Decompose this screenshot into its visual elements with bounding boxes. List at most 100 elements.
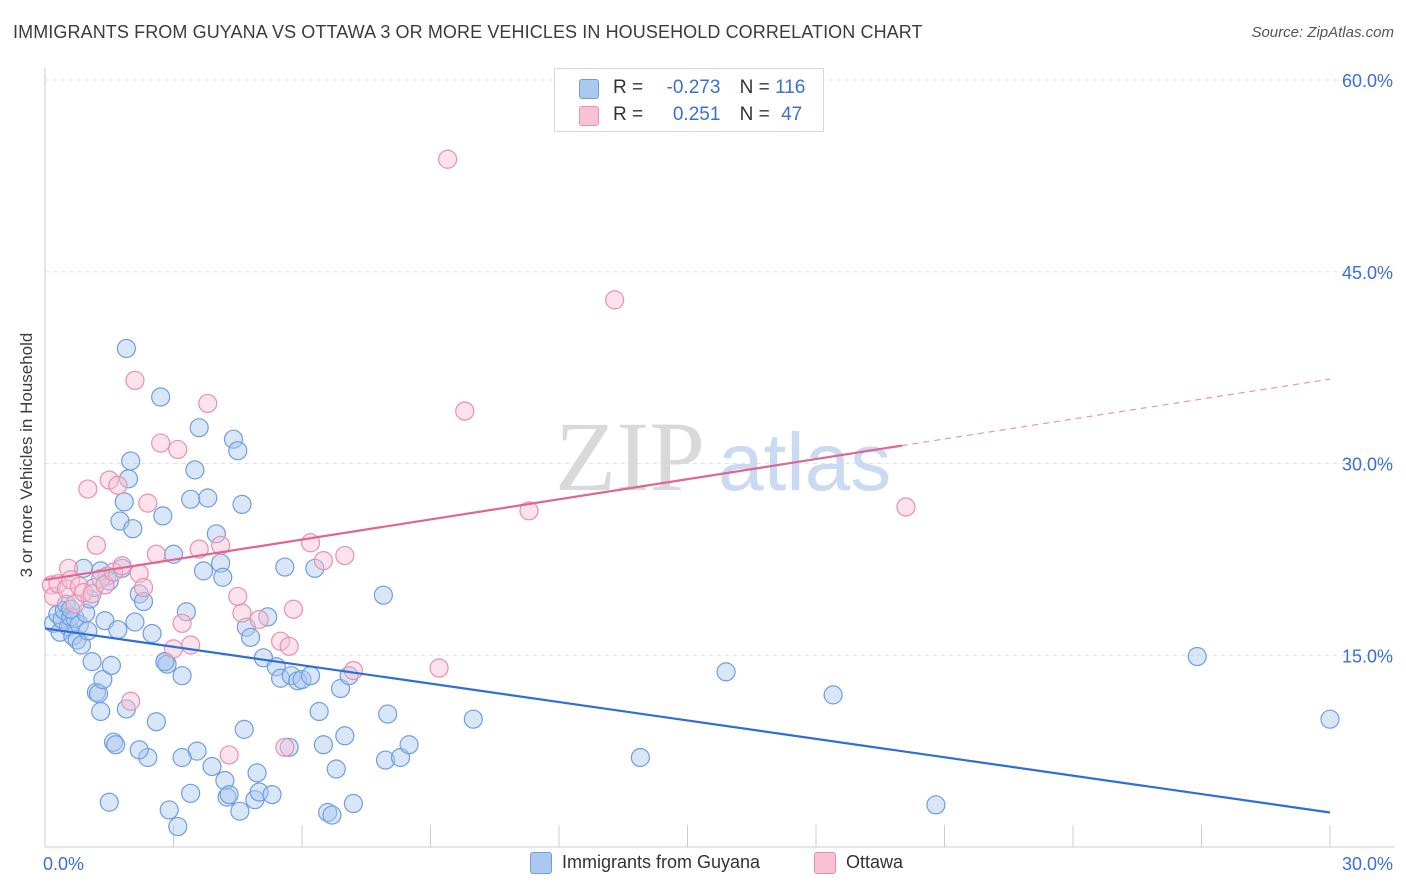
point-guyana (172, 747, 192, 768)
bottom-legend-guyana: Immigrants from Guyana (530, 852, 760, 875)
point-guyana (116, 338, 136, 359)
data-points (41, 149, 1340, 837)
point-ottawa (519, 501, 539, 521)
point-guyana (313, 735, 334, 755)
point-ottawa (108, 475, 128, 495)
point-guyana (716, 662, 736, 682)
point-guyana (106, 735, 126, 755)
point-guyana (322, 805, 342, 825)
point-guyana (153, 506, 173, 526)
point-guyana (1320, 709, 1340, 729)
point-guyana (223, 429, 244, 449)
point-ottawa (86, 535, 107, 555)
trend-lines (44, 378, 1331, 814)
point-guyana (234, 719, 254, 739)
point-guyana (230, 801, 250, 821)
point-guyana (343, 793, 363, 814)
point-guyana (159, 800, 179, 820)
point-guyana (399, 735, 419, 755)
trend-line-ottawa-projection (901, 378, 1331, 447)
point-guyana (181, 489, 201, 509)
point-guyana (103, 732, 124, 752)
point-ottawa (455, 401, 475, 421)
point-ottawa (163, 639, 184, 659)
point-guyana (172, 666, 192, 686)
point-guyana (1187, 646, 1207, 667)
point-ottawa (133, 577, 154, 598)
point-guyana (275, 557, 295, 577)
point-ottawa (283, 599, 304, 619)
y-tick-label: 15.0% (1342, 646, 1393, 666)
point-ottawa (605, 290, 625, 310)
bottom-legend-swatch-ottawa (814, 852, 836, 875)
point-ottawa (335, 545, 355, 566)
point-guyana (926, 795, 946, 815)
point-guyana (101, 655, 121, 676)
point-guyana (326, 759, 346, 779)
point-guyana (181, 783, 201, 803)
point-guyana (232, 494, 252, 515)
point-guyana (99, 792, 119, 812)
point-guyana (228, 441, 248, 461)
legend-swatch-guyana (579, 79, 599, 99)
point-guyana (125, 612, 145, 632)
chart-title: IMMIGRANTS FROM GUYANA VS OTTAWA 3 OR MO… (13, 22, 923, 42)
point-guyana (151, 387, 171, 407)
point-ottawa (151, 433, 171, 453)
point-ottawa (121, 691, 141, 711)
point-guyana (213, 567, 233, 587)
point-guyana (91, 701, 111, 722)
point-guyana (309, 701, 329, 722)
point-guyana (262, 784, 282, 805)
point-ottawa (313, 551, 334, 571)
legend-n-value: 116 (775, 77, 806, 98)
legend-r-label: R = (613, 77, 644, 98)
point-guyana (133, 591, 154, 612)
point-guyana (630, 747, 650, 768)
point-ottawa (219, 745, 239, 765)
y-axis-label: 3 or more Vehicles in Household (17, 332, 36, 578)
point-guyana (378, 704, 398, 724)
point-guyana (123, 519, 143, 539)
point-ottawa (232, 603, 252, 623)
point-ottawa (429, 658, 449, 678)
legend-r-value: -0.273 (666, 77, 721, 98)
point-guyana (247, 763, 267, 783)
point-ottawa (78, 479, 98, 499)
point-guyana (185, 460, 205, 480)
legend-text-guyana: R = -0.273 N = 116 (613, 77, 805, 99)
x-tick-label: 0.0% (43, 854, 84, 874)
point-guyana (108, 620, 128, 640)
legend-n-label: N = (739, 77, 770, 98)
bottom-legend-swatch-guyana (530, 852, 552, 875)
point-guyana (206, 524, 226, 544)
y-tick-label: 30.0% (1342, 455, 1393, 475)
point-guyana (176, 602, 196, 622)
point-ottawa (896, 497, 916, 517)
point-guyana (241, 627, 261, 647)
watermark-zip: ZIP (555, 401, 705, 512)
point-guyana (82, 652, 102, 672)
point-guyana (373, 585, 393, 605)
point-ottawa (228, 586, 248, 607)
point-ottawa (198, 393, 218, 414)
point-guyana (193, 561, 214, 581)
point-guyana (463, 709, 483, 729)
point-guyana (146, 712, 166, 732)
legend-text-ottawa: R = 0.251 N = 47 (613, 104, 802, 126)
legend-n-label: N = (739, 104, 770, 125)
point-ottawa (181, 635, 201, 655)
y-tick-label: 60.0% (1342, 71, 1393, 91)
trend-line-guyana (44, 627, 1331, 814)
point-ottawa (189, 539, 209, 559)
point-guyana (93, 669, 113, 690)
point-guyana (202, 756, 222, 777)
point-guyana (114, 492, 134, 512)
bottom-legend-ottawa: Ottawa (814, 852, 903, 875)
point-ottawa (279, 636, 299, 656)
point-guyana (219, 784, 239, 805)
point-ottawa (168, 439, 188, 460)
tick-labels: 15.0% 30.0% 45.0% 60.0% 0.0% 30.0% (43, 71, 1393, 874)
point-guyana (300, 666, 321, 686)
